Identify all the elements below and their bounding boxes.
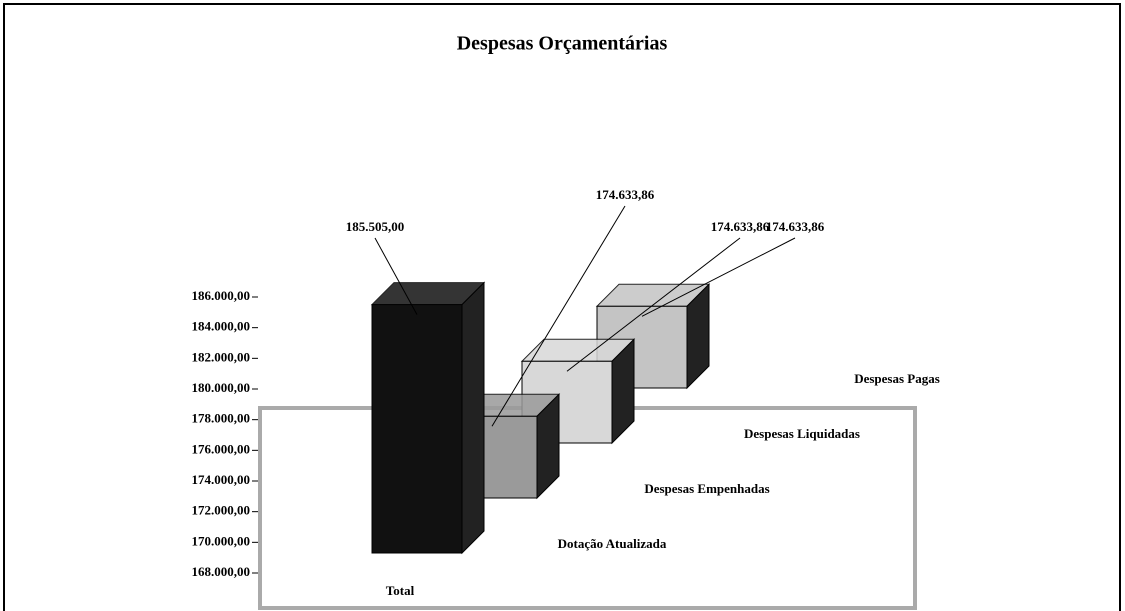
series-label: Dotação Atualizada bbox=[558, 536, 667, 551]
y-tick-label: 178.000,00 bbox=[192, 411, 251, 426]
bar bbox=[372, 305, 462, 553]
series-label: Despesas Empenhadas bbox=[644, 481, 769, 496]
y-tick-label: 170.000,00 bbox=[192, 533, 251, 548]
chart-title: Despesas Orçamentárias bbox=[457, 33, 668, 55]
y-tick-label: 186.000,00 bbox=[192, 288, 251, 303]
value-label: 174.633,86 bbox=[711, 219, 770, 234]
value-label: 174.633,86 bbox=[596, 187, 655, 202]
y-tick-label: 182.000,00 bbox=[192, 349, 251, 364]
bar-side bbox=[462, 283, 484, 553]
series-label: Despesas Pagas bbox=[854, 371, 940, 386]
series-label: Despesas Liquidadas bbox=[744, 426, 860, 441]
y-tick-label: 168.000,00 bbox=[192, 564, 251, 579]
leader-line bbox=[642, 238, 795, 316]
frame bbox=[4, 4, 1120, 611]
y-tick-label: 176.000,00 bbox=[192, 441, 251, 456]
value-label: 185.505,00 bbox=[346, 219, 405, 234]
y-tick-label: 184.000,00 bbox=[192, 319, 251, 334]
value-label: 174.633,86 bbox=[766, 219, 825, 234]
x-tick-label: Total bbox=[386, 583, 415, 598]
y-tick-label: 172.000,00 bbox=[192, 503, 251, 518]
y-tick-label: 180.000,00 bbox=[192, 380, 251, 395]
y-tick-label: 174.000,00 bbox=[192, 472, 251, 487]
chart: Despesas Orçamentárias 168.000,00 170.000… bbox=[0, 0, 1125, 611]
